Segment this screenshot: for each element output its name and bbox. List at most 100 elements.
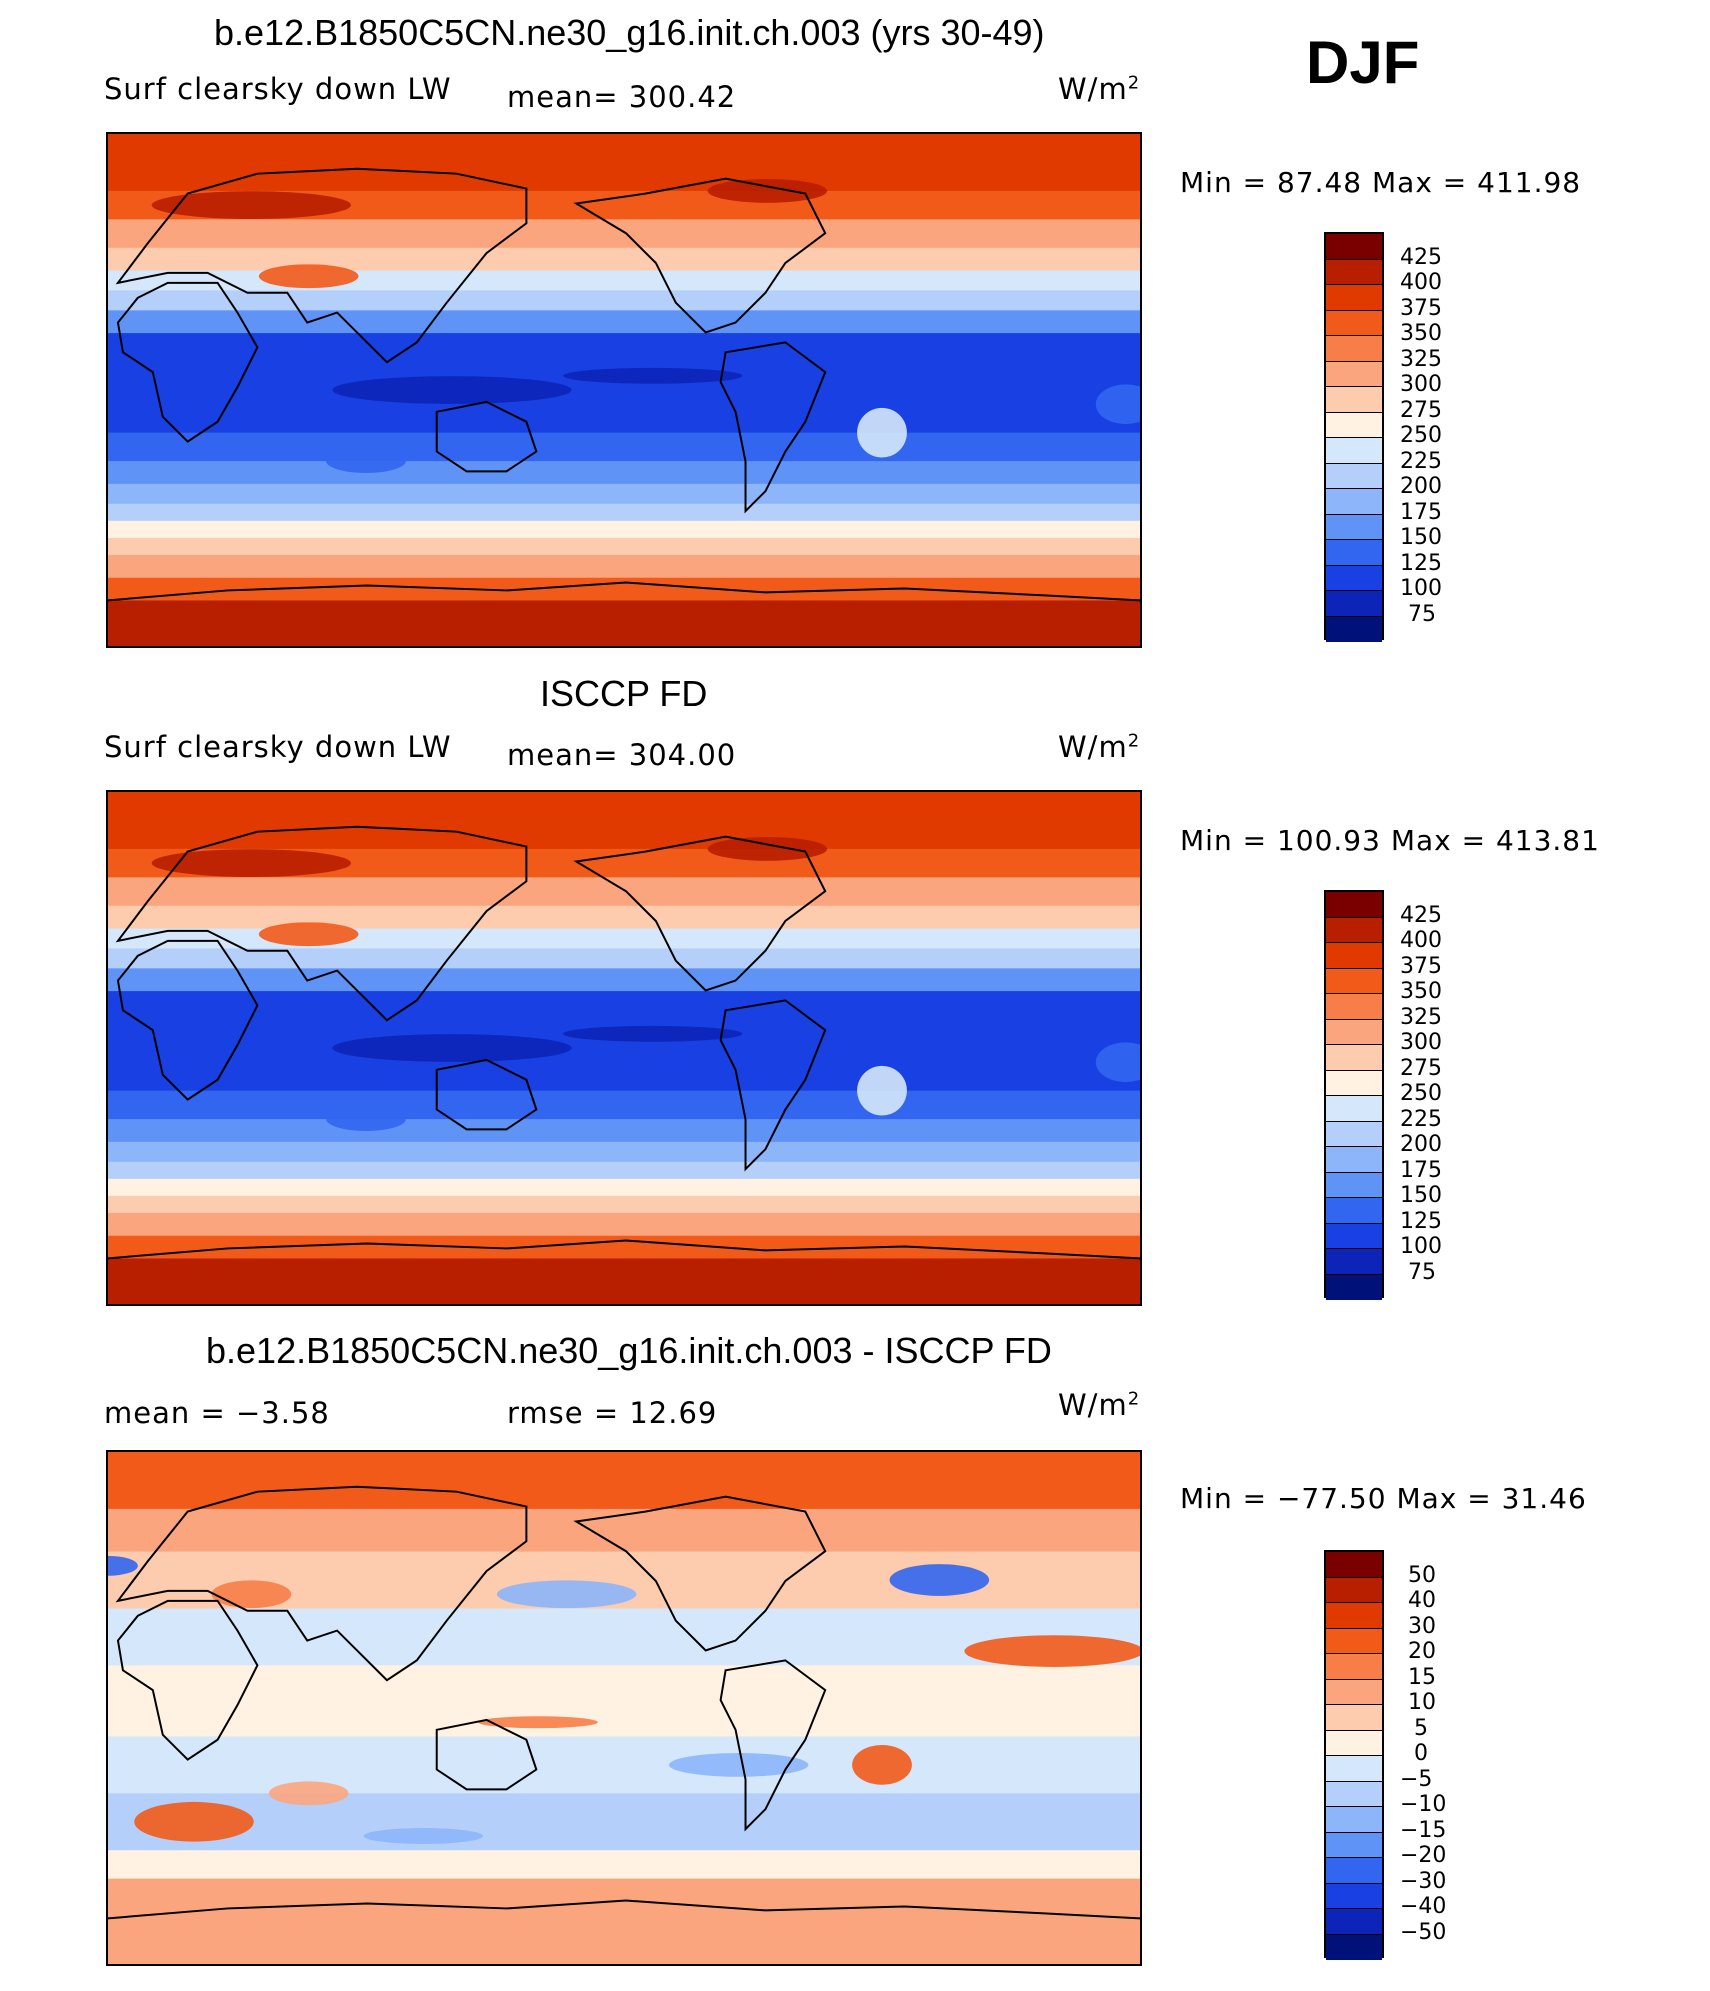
- colorbar-box: [1326, 463, 1382, 489]
- colorbar-box: [1326, 1274, 1382, 1300]
- colorbar-box: [1326, 259, 1382, 285]
- colorbar-box: [1326, 917, 1382, 943]
- colorbar-label: −5: [1400, 1766, 1433, 1792]
- colorbar-box: [1326, 1070, 1382, 1096]
- panel-3-rmse: rmse = 12.69: [507, 1396, 718, 1430]
- panel-1-title: b.e12.B1850C5CN.ne30_g16.init.ch.003 (yr…: [214, 12, 1045, 53]
- panel-1-map: [106, 132, 1142, 648]
- colorbar-label: 125: [1400, 550, 1442, 576]
- colorbar-label: 15: [1408, 1664, 1436, 1690]
- colorbar-box: [1326, 1147, 1382, 1173]
- colorbar-box: [1326, 1807, 1382, 1833]
- colorbar-box: [1326, 1730, 1382, 1756]
- colorbar-box: [1326, 1832, 1382, 1858]
- panel-1-colorbar: [1324, 232, 1384, 642]
- colorbar-box: [1326, 1756, 1382, 1782]
- panel-2-units: W/m2: [1058, 730, 1141, 764]
- colorbar-box: [1326, 234, 1382, 260]
- colorbar-label: −30: [1400, 1868, 1447, 1894]
- colorbar-box: [1326, 387, 1382, 413]
- colorbar-label: 200: [1400, 1132, 1442, 1157]
- colorbar-label: 425: [1400, 902, 1442, 928]
- colorbar-box: [1326, 943, 1382, 969]
- panel-2-variable: Surf clearsky down LW: [104, 730, 452, 764]
- panel-2-title: ISCCP FD: [540, 673, 708, 714]
- colorbar-label: −40: [1400, 1894, 1447, 1919]
- panel-2-minmax: Min = 100.93 Max = 413.81: [1180, 824, 1600, 857]
- panel-3-mean: mean = −3.58: [104, 1396, 330, 1430]
- panel-2-map: [106, 790, 1142, 1306]
- colorbar-label: 350: [1400, 321, 1442, 346]
- panel-2-mean: mean= 304.00: [507, 738, 737, 772]
- colorbar-box: [1326, 361, 1382, 387]
- colorbar-label: 150: [1400, 525, 1442, 550]
- colorbar-box: [1326, 565, 1382, 591]
- colorbar-box: [1326, 968, 1382, 994]
- colorbar-label: 10: [1408, 1690, 1436, 1715]
- colorbar-label: 400: [1400, 270, 1442, 295]
- colorbar-label: 375: [1400, 953, 1442, 979]
- colorbar-label: 300: [1400, 1030, 1442, 1055]
- colorbar-box: [1326, 1223, 1382, 1249]
- colorbar-label: 350: [1400, 979, 1442, 1004]
- colorbar-label: −10: [1400, 1792, 1447, 1817]
- colorbar-label: 100: [1400, 1234, 1442, 1259]
- colorbar-label: 5: [1414, 1715, 1428, 1741]
- colorbar-label: 0: [1414, 1741, 1428, 1766]
- panel-3-minmax: Min = −77.50 Max = 31.46: [1180, 1482, 1587, 1515]
- colorbar-label: 400: [1400, 928, 1442, 953]
- colorbar-box: [1326, 1045, 1382, 1071]
- panel-1-minmax: Min = 87.48 Max = 411.98: [1180, 166, 1582, 199]
- colorbar-box: [1326, 1883, 1382, 1909]
- colorbar-label: 150: [1400, 1183, 1442, 1208]
- colorbar-box: [1326, 412, 1382, 438]
- colorbar-box: [1326, 336, 1382, 362]
- colorbar-label: 275: [1400, 397, 1442, 423]
- colorbar-box: [1326, 1019, 1382, 1045]
- colorbar-label: 225: [1400, 1106, 1442, 1132]
- panel-3-title: b.e12.B1850C5CN.ne30_g16.init.ch.003 - I…: [206, 1330, 1052, 1371]
- colorbar-box: [1326, 1121, 1382, 1147]
- panel-1-units: W/m2: [1058, 72, 1141, 106]
- colorbar-label: 75: [1408, 601, 1436, 627]
- colorbar-label: 300: [1400, 372, 1442, 397]
- colorbar-box: [1326, 1172, 1382, 1198]
- panel-3-map: [106, 1450, 1142, 1966]
- colorbar-box: [1326, 1096, 1382, 1122]
- colorbar-box: [1326, 1909, 1382, 1935]
- season-label: DJF: [1306, 29, 1420, 96]
- colorbar-label: −20: [1400, 1843, 1447, 1868]
- colorbar-label: 200: [1400, 474, 1442, 499]
- colorbar-box: [1326, 1249, 1382, 1275]
- colorbar-label: 175: [1400, 499, 1442, 525]
- colorbar-label: 30: [1408, 1613, 1436, 1639]
- colorbar-label: −50: [1400, 1919, 1447, 1945]
- panel-1-mean: mean= 300.42: [507, 80, 737, 114]
- colorbar-label: 250: [1400, 1081, 1442, 1106]
- colorbar-box: [1326, 310, 1382, 336]
- colorbar-box: [1326, 1858, 1382, 1884]
- colorbar-label: 100: [1400, 576, 1442, 601]
- colorbar-box: [1326, 1577, 1382, 1603]
- panel-1-variable: Surf clearsky down LW: [104, 72, 452, 106]
- colorbar-box: [1326, 489, 1382, 515]
- colorbar-label: 325: [1400, 1004, 1442, 1030]
- colorbar-label: 175: [1400, 1157, 1442, 1183]
- colorbar-label: −15: [1400, 1817, 1447, 1843]
- colorbar-box: [1326, 1628, 1382, 1654]
- panel-3-units: W/m2: [1058, 1388, 1141, 1422]
- colorbar-box: [1326, 540, 1382, 566]
- colorbar-label: 275: [1400, 1055, 1442, 1081]
- colorbar-label: 250: [1400, 423, 1442, 448]
- colorbar-label: 125: [1400, 1208, 1442, 1234]
- colorbar-label: 225: [1400, 448, 1442, 474]
- colorbar-box: [1326, 438, 1382, 464]
- colorbar-label: 40: [1408, 1588, 1436, 1613]
- colorbar-label: 325: [1400, 346, 1442, 372]
- colorbar-box: [1326, 1679, 1382, 1705]
- colorbar-box: [1326, 1198, 1382, 1224]
- colorbar-label: 20: [1408, 1639, 1436, 1664]
- colorbar-box: [1326, 1781, 1382, 1807]
- colorbar-box: [1326, 1603, 1382, 1629]
- colorbar-label: 425: [1400, 244, 1442, 270]
